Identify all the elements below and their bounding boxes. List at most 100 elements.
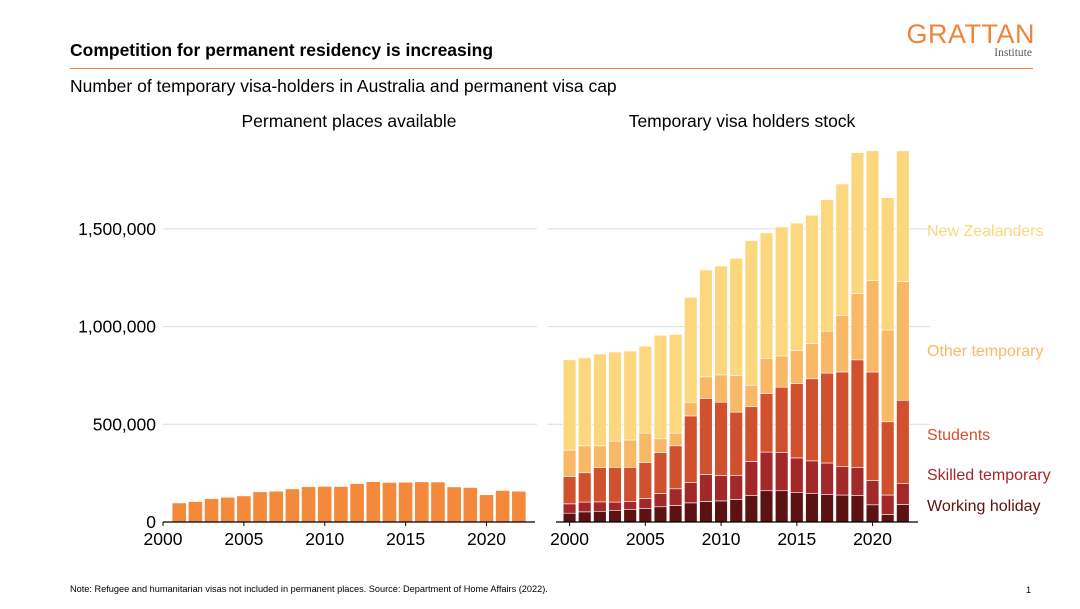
bar-new-zealanders	[881, 197, 895, 331]
bar-students	[744, 406, 759, 462]
bar-permanent	[317, 486, 332, 522]
bar-new-zealanders	[608, 351, 622, 442]
bar-other-temporary	[684, 401, 698, 417]
bar-students	[881, 421, 895, 496]
bar-students	[593, 467, 607, 503]
permanent-panel: Permanent places available 2000 2005 2010 20…	[144, 111, 535, 549]
legend-students: Students	[927, 427, 990, 444]
bar-students	[805, 378, 819, 462]
bar-permanent	[414, 482, 429, 522]
bar-new-zealanders	[790, 222, 804, 351]
bar-permanent	[188, 501, 203, 522]
x-tick-label-permanent: 2005	[224, 529, 263, 549]
bar-working-holiday	[699, 501, 713, 523]
bar-other-temporary	[774, 355, 789, 388]
x-tick-label-permanent: 2010	[305, 529, 344, 549]
bar-other-temporary	[668, 432, 683, 447]
bar-new-zealanders	[668, 334, 683, 434]
bar-working-holiday	[820, 494, 834, 523]
bar-working-holiday	[850, 495, 865, 523]
temporary-panel: Temporary visa holders stock 2000 2005 2010…	[550, 111, 918, 549]
x-tick-label-temporary: 2010	[702, 529, 741, 549]
bar-students	[865, 371, 880, 481]
bar-working-holiday	[865, 504, 880, 523]
bar-permanent	[382, 482, 397, 522]
x-tick-label-permanent: 2000	[144, 529, 183, 549]
bar-permanent	[301, 487, 316, 522]
bar-permanent	[512, 491, 526, 522]
bar-new-zealanders	[593, 353, 607, 447]
bar-new-zealanders	[699, 269, 713, 378]
bar-working-holiday	[714, 500, 728, 523]
panel-title-temporary: Temporary visa holders stock	[629, 111, 856, 131]
bar-working-holiday	[896, 504, 910, 523]
bar-working-holiday	[593, 510, 607, 523]
bar-permanent	[334, 486, 348, 522]
bar-students	[623, 466, 637, 502]
bar-permanent	[204, 498, 219, 522]
bar-new-zealanders	[759, 232, 774, 359]
bar-other-temporary	[881, 329, 895, 423]
y-tick-label: 500,000	[93, 414, 157, 434]
bar-permanent	[479, 495, 494, 522]
bar-students	[638, 462, 652, 499]
bar-students	[653, 452, 668, 494]
y-tick-label: 1,000,000	[78, 317, 156, 337]
bar-skilled-temporary	[865, 480, 880, 506]
bar-permanent	[350, 483, 364, 522]
bar-skilled-temporary	[608, 501, 622, 511]
bar-students	[835, 371, 849, 468]
bar-skilled-temporary	[729, 475, 743, 500]
legend-skilled-temporary: Skilled temporary	[927, 467, 1051, 484]
bar-students	[896, 399, 910, 484]
bar-new-zealanders	[638, 345, 652, 434]
bar-permanent	[269, 491, 284, 522]
bar-other-temporary	[896, 281, 910, 401]
bar-working-holiday	[774, 490, 789, 523]
bar-working-holiday	[562, 512, 577, 523]
bar-new-zealanders	[744, 240, 759, 386]
bar-working-holiday	[638, 508, 652, 523]
bar-skilled-temporary	[638, 498, 652, 509]
bar-skilled-temporary	[835, 466, 849, 496]
legend: New Zealanders Other temporary Students Ski…	[927, 223, 1051, 515]
bar-permanent	[237, 496, 251, 522]
bar-new-zealanders	[578, 357, 592, 447]
bar-skilled-temporary	[744, 461, 759, 496]
bar-permanent	[431, 482, 445, 522]
bar-skilled-temporary	[562, 503, 577, 514]
bar-students	[774, 386, 789, 453]
bar-new-zealanders	[562, 359, 577, 451]
x-tick-label-temporary: 2015	[777, 529, 816, 549]
bar-other-temporary	[850, 293, 865, 361]
bar-students	[578, 472, 592, 503]
bar-new-zealanders	[850, 152, 865, 294]
bar-other-temporary	[744, 384, 759, 408]
grattan-logo: GRATTAN Institute	[903, 20, 1035, 59]
bar-students	[668, 445, 683, 490]
bar-permanent	[172, 503, 186, 522]
bar-permanent	[253, 492, 267, 522]
bar-other-temporary	[608, 440, 622, 468]
bar-permanent	[398, 482, 413, 522]
bar-working-holiday	[668, 505, 683, 523]
bar-skilled-temporary	[578, 501, 592, 513]
bar-working-holiday	[805, 493, 819, 523]
bar-skilled-temporary	[684, 482, 698, 504]
bar-skilled-temporary	[850, 466, 865, 496]
bar-skilled-temporary	[820, 462, 834, 495]
y-tick-label: 0	[146, 512, 156, 532]
bar-other-temporary	[714, 374, 728, 403]
bar-working-holiday	[835, 494, 849, 523]
bar-other-temporary	[805, 343, 819, 380]
bar-working-holiday	[684, 502, 698, 523]
chart-title: Competition for permanent residency is i…	[70, 40, 494, 60]
bar-permanent	[366, 481, 381, 522]
bar-working-holiday	[653, 506, 668, 523]
bar-students	[714, 401, 728, 476]
legend-other-temporary: Other temporary	[927, 343, 1043, 360]
bar-students	[850, 359, 865, 468]
bar-students	[684, 415, 698, 483]
bar-working-holiday	[759, 490, 774, 523]
logo-wordmark: GRATTAN	[906, 19, 1035, 49]
